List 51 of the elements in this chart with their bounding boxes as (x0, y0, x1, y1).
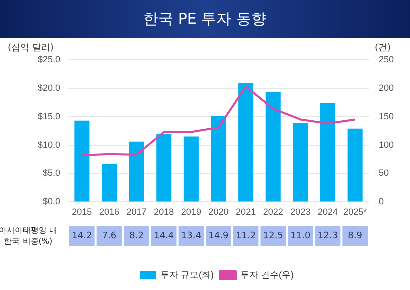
text: 7.6 (102, 232, 117, 242)
bar (156, 134, 172, 202)
y-tick-label: $0.0 (42, 196, 61, 207)
text: 8.2 (130, 232, 144, 242)
bar (238, 83, 254, 202)
y-tick-label: $20.0 (38, 82, 61, 93)
x-tick-label: 2020 (208, 207, 229, 218)
x-tick-label: 2017 (126, 207, 147, 218)
y2-tick-label: 250 (378, 54, 394, 64)
x-tick-label: 2023 (290, 207, 311, 218)
x-tick-label: 2022 (263, 207, 284, 218)
text: 아시아태평양 내 한국 비중(%) (0, 226, 58, 246)
x-tick-label: 2021 (236, 207, 256, 218)
text: 8.9 (348, 232, 363, 242)
y2-axis-title: (건) (374, 43, 391, 54)
y-tick-label: $10.0 (38, 140, 61, 150)
bar (348, 128, 363, 202)
legend-label: 투자 규모(좌) (160, 270, 214, 280)
y2-tick-label: 100 (378, 140, 394, 150)
chart-title: 한국 PE 투자 동향 (0, 0, 410, 38)
bar (129, 142, 144, 202)
text: 11.2 (236, 232, 256, 242)
y-tick-label: $25.0 (38, 54, 61, 64)
legend-label: 투자 건수(우) (240, 270, 294, 280)
bar (74, 120, 90, 202)
x-tick-label: 2016 (99, 207, 120, 218)
y2-tick-label: 0 (378, 196, 384, 207)
y2-tick-label: 50 (378, 168, 389, 178)
y2-tick-label: 200 (378, 82, 394, 93)
y-tick-label: $15.0 (38, 111, 61, 122)
x-tick-label: 2018 (154, 207, 174, 218)
bar (266, 92, 281, 202)
x-tick-label: 2024 (318, 207, 338, 218)
y-axis-title: (십억 달러) (8, 43, 54, 54)
text: 14.9 (208, 232, 230, 242)
text: 13.4 (181, 232, 202, 242)
text: 14.2 (72, 232, 92, 242)
text: 12.5 (263, 232, 284, 242)
x-tick-label: 2015 (72, 207, 92, 218)
x-tick-label: 2019 (181, 207, 202, 218)
y2-tick-label: 150 (378, 111, 394, 122)
bar (211, 116, 226, 202)
bar (320, 103, 336, 202)
bar (102, 164, 118, 202)
bar (184, 136, 199, 202)
text: 11.0 (290, 232, 311, 242)
y-tick-label: $5.0 (42, 168, 61, 178)
x-tick-label: 2025* (344, 207, 368, 218)
text: 12.3 (318, 232, 338, 242)
text: 14.4 (154, 232, 174, 242)
bar (293, 123, 308, 202)
